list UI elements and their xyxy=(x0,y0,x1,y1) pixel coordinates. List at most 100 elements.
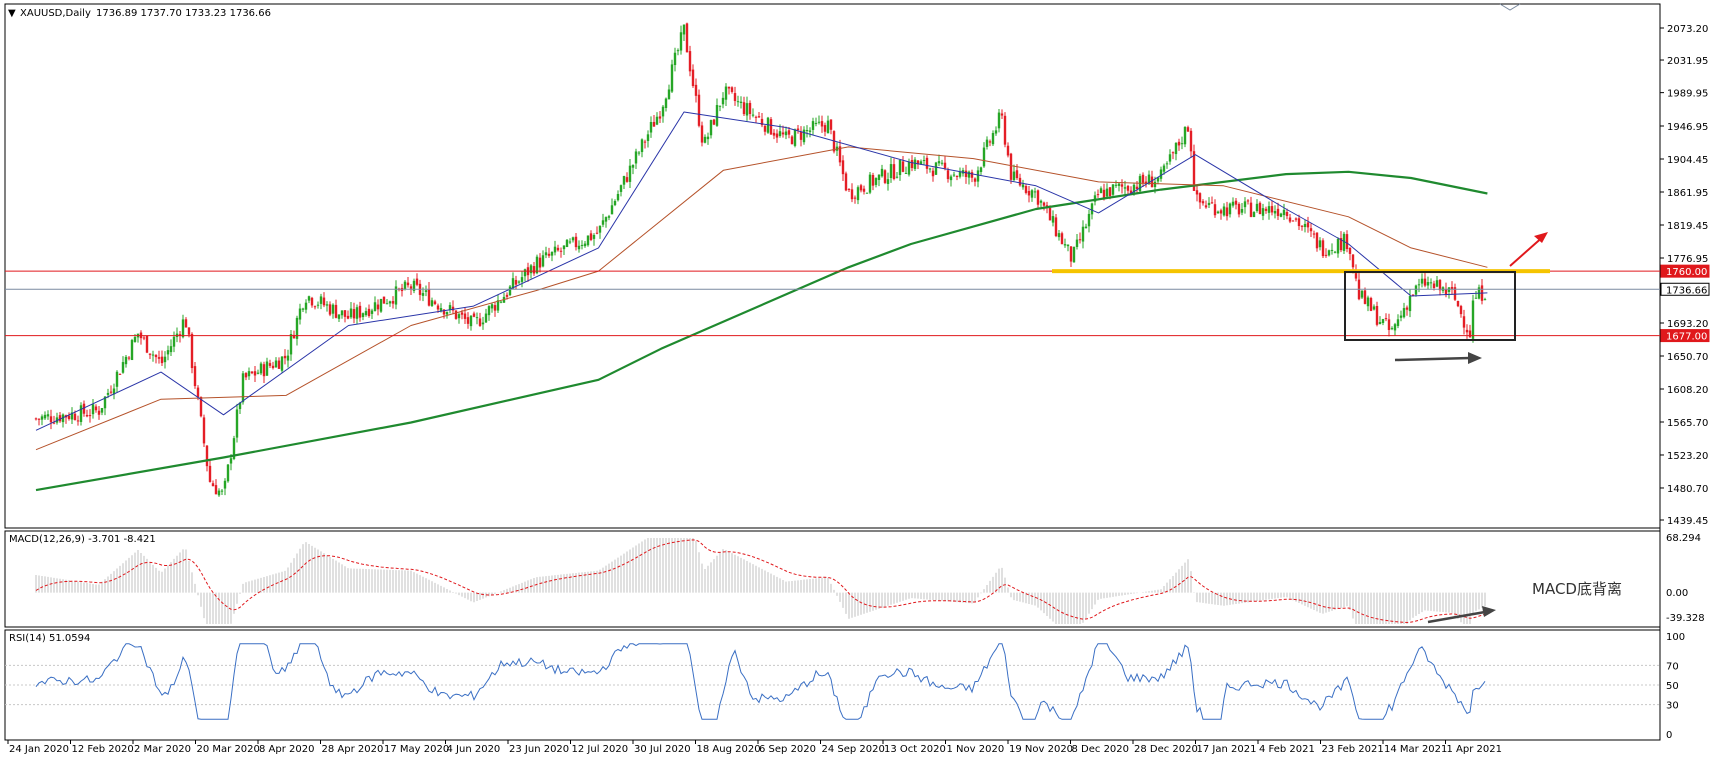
macd-axis-zero: 0.00 xyxy=(1666,588,1688,599)
candle-body xyxy=(517,281,521,283)
candle-body xyxy=(484,313,488,323)
range-box xyxy=(1344,271,1516,341)
candle-body xyxy=(226,464,230,482)
candle-body xyxy=(1144,181,1148,185)
candle-body xyxy=(256,372,260,374)
candle-body xyxy=(904,172,908,174)
candle-body xyxy=(133,336,137,342)
candle-body xyxy=(952,174,956,176)
time-tick-label: 23 Feb 2021 xyxy=(1322,744,1384,755)
candle-body xyxy=(841,160,845,175)
candle-body xyxy=(97,410,101,415)
candle-body xyxy=(469,315,473,327)
candle-body xyxy=(1126,185,1130,191)
candle-body xyxy=(1081,226,1085,242)
candle-body xyxy=(1180,143,1184,145)
time-tick-label: 12 Jul 2020 xyxy=(572,744,629,755)
candle-body xyxy=(1378,322,1382,325)
candle-body xyxy=(379,298,383,312)
collapse-triangle-icon[interactable]: ▼ xyxy=(8,8,16,19)
candle-body xyxy=(553,246,557,253)
price-tick-label: 1439.45 xyxy=(1667,516,1708,527)
candle-body xyxy=(1057,233,1061,238)
candle-body xyxy=(475,317,479,319)
macd-divergence-annotation: MACD底背离 xyxy=(1532,580,1622,598)
candle-body xyxy=(685,23,689,53)
candle-body xyxy=(331,304,335,314)
time-tick-label: 18 Aug 2020 xyxy=(697,744,761,755)
candle-body xyxy=(1201,201,1205,204)
candle-body xyxy=(238,402,242,410)
candle-body xyxy=(1420,278,1424,284)
candle-body xyxy=(610,205,614,215)
candle-body xyxy=(1000,113,1004,116)
candle-body xyxy=(388,301,392,304)
time-tick-label: 4 Feb 2021 xyxy=(1259,744,1315,755)
candle-body xyxy=(934,162,938,175)
candle-body xyxy=(1339,238,1343,251)
candle-body xyxy=(316,304,320,306)
candle-body xyxy=(1312,233,1316,235)
candle-body xyxy=(640,139,644,153)
candle-body xyxy=(160,356,164,364)
time-tick-label: 8 Apr 2020 xyxy=(259,744,314,755)
candle-body xyxy=(1453,287,1457,300)
candle-body xyxy=(1462,316,1466,328)
candle-body xyxy=(1114,184,1118,186)
candle-body xyxy=(1387,319,1391,330)
macd-divergence-arrow-icon xyxy=(1427,610,1486,624)
candle-body xyxy=(1147,174,1151,185)
candle-body xyxy=(304,302,308,310)
candle-body xyxy=(355,307,359,319)
macd-signal-line xyxy=(35,539,1486,624)
candle-body xyxy=(1219,210,1223,214)
candle-body xyxy=(946,170,950,180)
candle-body xyxy=(1414,285,1418,295)
candle-body xyxy=(1210,202,1214,204)
candle-body xyxy=(919,161,923,165)
rsi-axis-label: 30 xyxy=(1666,701,1679,712)
candle-body xyxy=(535,256,539,274)
candle-body xyxy=(571,237,575,241)
candle-body xyxy=(511,278,515,289)
candle-body xyxy=(886,179,890,184)
ohlc-values: 1736.89 1737.70 1733.23 1736.66 xyxy=(96,8,271,19)
candle-body xyxy=(367,308,371,317)
candle-body xyxy=(811,121,815,130)
candle-body xyxy=(208,465,212,482)
candle-body xyxy=(796,128,800,131)
candle-body xyxy=(1303,223,1307,228)
price-tick-label: 1480.70 xyxy=(1667,484,1708,495)
price-tag-text: 1736.66 xyxy=(1666,285,1707,296)
price-tick-label: 1904.45 xyxy=(1667,155,1708,166)
candle-body xyxy=(568,241,572,243)
candle-body xyxy=(721,97,725,105)
candle-body xyxy=(262,364,266,377)
candle-body xyxy=(1132,184,1136,193)
candle-body xyxy=(223,480,227,489)
candle-body xyxy=(1129,190,1133,194)
candle-body xyxy=(1291,220,1295,222)
price-tick-label: 1861.95 xyxy=(1667,188,1708,199)
candle-body xyxy=(88,415,92,417)
candle-body xyxy=(922,159,926,161)
candle-body xyxy=(190,333,194,369)
candle-body xyxy=(427,288,431,306)
candle-body xyxy=(580,244,584,246)
rsi-axis-label: 100 xyxy=(1666,632,1685,643)
time-tick-label: 28 Dec 2020 xyxy=(1134,744,1198,755)
candle-body xyxy=(259,363,263,374)
candle-body xyxy=(925,157,929,169)
candle-body xyxy=(805,130,809,132)
candle-body xyxy=(496,300,500,311)
candle-body xyxy=(757,116,761,118)
time-axis: 24 Jan 2020 12 Feb 2020 2 Mar 2020 20 Mar 2… xyxy=(7,740,1502,755)
candle-body xyxy=(565,239,569,247)
candle-body xyxy=(91,404,95,415)
candle-body xyxy=(403,281,407,290)
candle-body xyxy=(763,125,767,132)
candle-body xyxy=(667,89,671,100)
candle-body xyxy=(1108,187,1112,197)
candle-body xyxy=(529,265,533,274)
time-tick-label: 12 Feb 2020 xyxy=(72,744,134,755)
